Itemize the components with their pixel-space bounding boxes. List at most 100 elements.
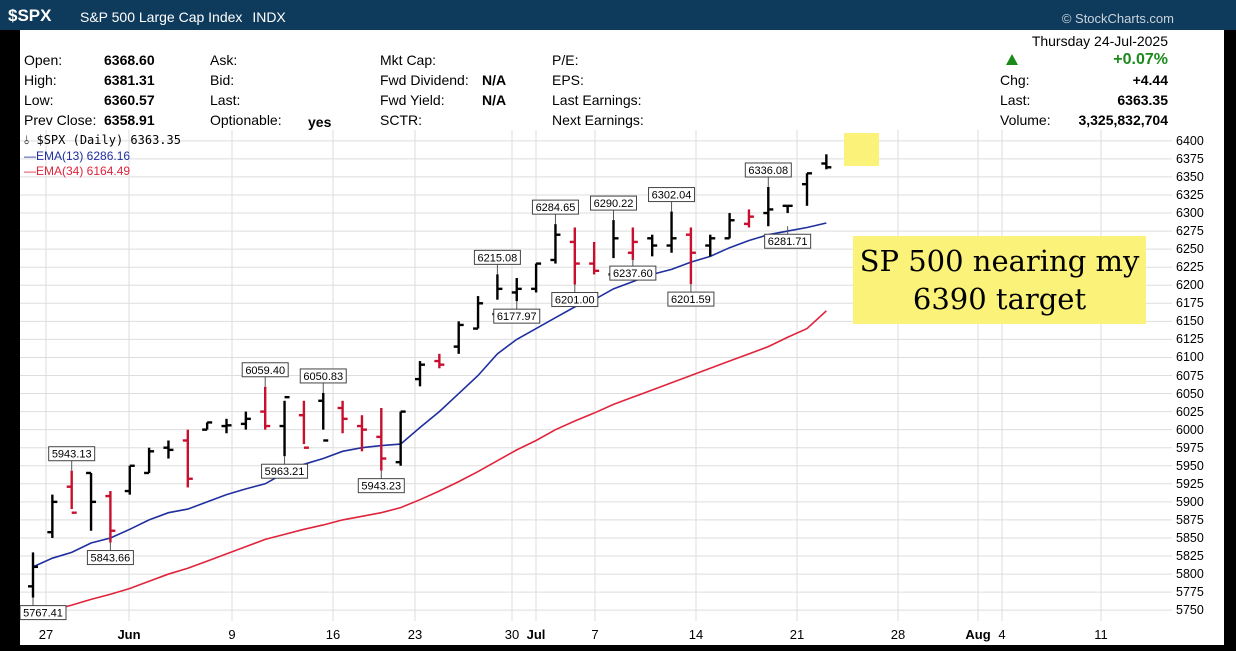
ohlc-bar [337, 400, 348, 434]
fwd-yield-label: Fwd Yield: [380, 92, 445, 108]
quote-panel: Open: 6368.60 High: 6381.31 Low: 6360.57… [20, 30, 1172, 130]
price-label: 6215.08 [478, 252, 518, 264]
y-tick-label: 5900 [1176, 494, 1204, 509]
price-label-box [667, 291, 715, 307]
price-label-box [648, 187, 696, 203]
price-label-box [551, 292, 599, 308]
low-value: 6360.57 [104, 92, 155, 108]
price-label-box [473, 249, 521, 265]
ohlc-bar [531, 262, 542, 293]
prev-close-value: 6358.91 [104, 112, 155, 128]
y-tick-label: 6000 [1176, 422, 1204, 437]
source-credit: © StockCharts.com [1061, 11, 1174, 26]
volume-value: 3,325,832,704 [1078, 112, 1168, 128]
chart-header: $SPX S&P 500 Large Cap Index INDX © Stoc… [0, 0, 1236, 30]
y-tick-label: 5750 [1176, 603, 1204, 618]
ohlc-bar [356, 415, 367, 452]
eps-label: EPS: [552, 72, 584, 88]
price-label-box [531, 199, 579, 215]
bid-label: Bid: [210, 72, 235, 88]
ohlc-bar [569, 227, 580, 285]
y-tick-label: 6325 [1176, 187, 1204, 202]
price-label: 5943.23 [361, 481, 401, 493]
ohlc-bar [279, 395, 290, 457]
ema34-line [32, 310, 827, 615]
annotation-line-1: SP 500 nearing my [859, 244, 1140, 278]
y-tick-label: 6300 [1176, 206, 1204, 221]
fwd-dividend-label: Fwd Dividend: [380, 72, 469, 88]
x-tick-label: Jul [526, 627, 546, 642]
y-tick-label: 6075 [1176, 368, 1204, 383]
price-label-box [357, 478, 405, 494]
optionable-label: Optionable: [210, 112, 282, 128]
last-label: Last: [210, 92, 241, 108]
ohlc-bar [395, 410, 406, 466]
ohlc-bar [144, 447, 155, 475]
price-label-box [764, 233, 812, 249]
y-tick-label: 6350 [1176, 169, 1204, 184]
x-tick-label: 28 [890, 627, 906, 642]
ohlc-bar [163, 440, 174, 459]
y-axis: 5750 5775 5800 5825 5850 5875 5900 5925 5950 5975… [1172, 30, 1224, 645]
ohlc-bar [685, 227, 696, 285]
fwd-yield-value: N/A [482, 92, 507, 108]
last-earnings-label: Last Earnings: [552, 92, 642, 108]
y-tick-label: 5850 [1176, 530, 1204, 545]
price-label: 6290.22 [594, 198, 634, 210]
y-tick-label: 6375 [1176, 151, 1204, 166]
legend-ema13-text: EMA(13) 6286.16 [36, 149, 131, 163]
ohlc-bar [28, 552, 38, 598]
price-label: 6237.60 [613, 268, 653, 280]
x-tick-label: Jun [117, 627, 141, 642]
ohlc-bar [589, 241, 600, 275]
x-tick-label: 21 [789, 627, 805, 642]
high-label: High: [24, 72, 57, 88]
x-tick-label: 14 [688, 627, 704, 642]
ohlc-bar [318, 392, 329, 442]
price-label: 6201.59 [671, 294, 711, 306]
price-label: 6302.04 [652, 190, 692, 202]
price-label-box [48, 446, 96, 462]
price-label: 6050.83 [303, 371, 343, 383]
y-tick-label: 5825 [1176, 549, 1204, 563]
symbol-name: S&P 500 Large Cap Index INDX [80, 9, 286, 25]
price-label: 6284.65 [536, 202, 576, 214]
x-axis: 27 Jun 9 16 23 30 Jul 7 14 21 28 Aug 4 11 [20, 621, 1172, 645]
ohlc-bar [202, 421, 213, 431]
mktcap-label: Mkt Cap: [380, 52, 437, 68]
y-tick-label: 6275 [1176, 224, 1204, 239]
ohlc-bar [782, 204, 793, 214]
y-tick-label: 5975 [1176, 440, 1204, 455]
ohlc-bar [86, 471, 97, 531]
price-label: 6281.71 [768, 236, 808, 248]
price-chart-svg: 5767.41 5943.13 5843.66 6059.40 5963.21 6050.… [20, 130, 1172, 621]
legend-ema13: —EMA(13) 6286.16 [24, 149, 131, 163]
ohlc-bar [221, 418, 232, 434]
ohlc-bar [240, 411, 251, 430]
ohlc-bar [627, 227, 638, 260]
price-label: 6177.97 [497, 311, 537, 323]
optionable-value: yes [308, 114, 332, 130]
y-tick-label: 6400 [1176, 133, 1204, 148]
y-tick-label: 6050 [1176, 386, 1204, 401]
open-label: Open: [24, 52, 63, 68]
price-label-box [609, 265, 657, 281]
y-tick-label: 5875 [1176, 512, 1204, 527]
last-price-value: 6363.35 [1117, 92, 1168, 108]
price-label: 5843.66 [91, 553, 131, 565]
y-tick-label: 6225 [1176, 260, 1204, 275]
x-tick-label: 9 [228, 627, 236, 642]
y-tick-label: 6025 [1176, 404, 1204, 419]
change-label: Chg: [1000, 72, 1030, 88]
price-label-box [241, 362, 289, 378]
x-tick-label: 23 [407, 627, 423, 642]
ohlc-bar [434, 353, 445, 369]
ohlc-bar [376, 407, 387, 471]
index-name: S&P 500 Large Cap Index [80, 9, 243, 25]
target-annotation: SP 500 nearing my 6390 target [853, 236, 1146, 324]
x-tick-label: 30 [504, 627, 520, 642]
volume-label: Volume: [1000, 112, 1051, 128]
ohlc-bar [260, 386, 271, 430]
ohlc-bar [298, 400, 309, 449]
y-tick-label: 6250 [1176, 242, 1204, 257]
